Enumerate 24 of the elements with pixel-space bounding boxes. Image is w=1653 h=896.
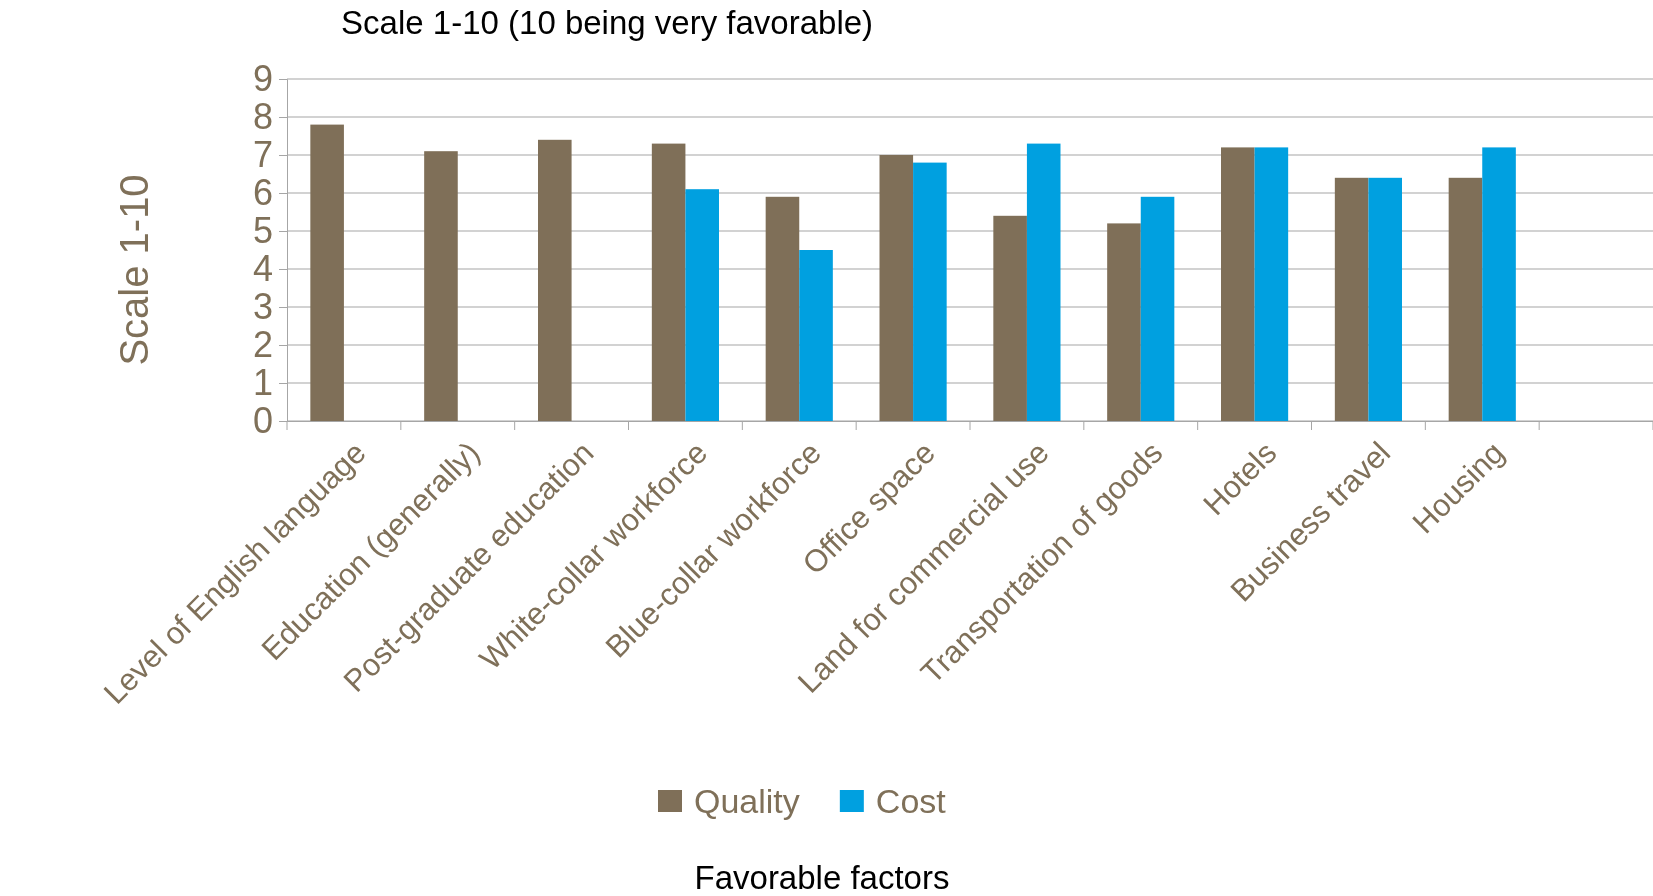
bar bbox=[424, 151, 458, 421]
bar bbox=[879, 155, 914, 421]
bar bbox=[765, 196, 800, 421]
bar bbox=[1448, 177, 1483, 421]
bar bbox=[993, 215, 1027, 421]
bar bbox=[685, 189, 719, 421]
bar bbox=[1026, 143, 1061, 421]
y-axis-title: Scale 1-10 bbox=[112, 174, 156, 366]
bar bbox=[913, 162, 947, 421]
bar bbox=[1482, 147, 1516, 421]
bar bbox=[1334, 177, 1369, 421]
bar bbox=[1221, 147, 1255, 421]
legend-label: Cost bbox=[875, 782, 947, 820]
bar bbox=[799, 250, 833, 421]
bar bbox=[1107, 223, 1141, 421]
bar bbox=[1368, 177, 1402, 421]
bar bbox=[310, 124, 344, 421]
legend-label: Quality bbox=[694, 782, 800, 820]
bar bbox=[538, 139, 572, 421]
bar bbox=[1254, 147, 1289, 421]
bar bbox=[1140, 196, 1175, 421]
chart-title: Scale 1-10 (10 being very favorable) bbox=[341, 4, 874, 41]
x-axis-title: Favorable factors bbox=[694, 859, 950, 896]
bar bbox=[651, 143, 686, 421]
